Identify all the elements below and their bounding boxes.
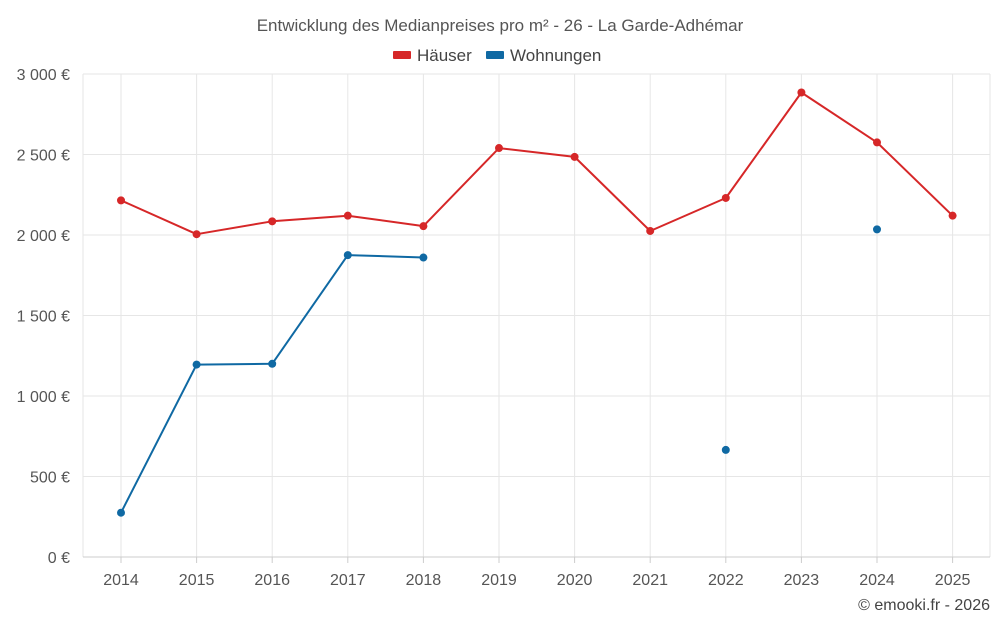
x-tick-label: 2022 xyxy=(708,572,744,589)
x-tick-label: 2023 xyxy=(784,572,820,589)
series-wohnungen xyxy=(117,225,881,517)
y-tick-label: 0 € xyxy=(48,550,70,567)
x-tick-label: 2014 xyxy=(103,572,139,589)
legend: Häuser Wohnungen xyxy=(393,46,601,65)
data-point-wohnungen[interactable] xyxy=(117,508,125,517)
data-point-wohnungen[interactable] xyxy=(343,251,352,260)
legend-label-haeuser: Häuser xyxy=(417,46,472,65)
data-point-haeuser[interactable] xyxy=(948,211,957,220)
x-tick-label: 2015 xyxy=(179,572,215,589)
legend-label-wohnungen: Wohnungen xyxy=(510,46,601,65)
chart-title: Entwicklung des Medianpreises pro m² - 2… xyxy=(257,16,744,35)
credit-text: © emooki.fr - 2026 xyxy=(858,597,990,614)
data-point-haeuser[interactable] xyxy=(873,138,881,147)
data-point-wohnungen[interactable] xyxy=(192,360,201,369)
legend-swatch-haeuser xyxy=(393,51,411,59)
x-axis-ticks: 2014 2015 2016 2017 2018 2019 2020 2021 2022 2023… xyxy=(103,557,970,589)
data-point-wohnungen[interactable] xyxy=(268,359,277,368)
series-line-haeuser xyxy=(120,91,954,236)
y-axis-ticks: 0 € 500 € 1 000 € 1 500 € 2 000 € 2 500 € 3 00… xyxy=(17,67,70,567)
legend-swatch-wohnungen xyxy=(486,51,504,59)
x-tick-label: 2017 xyxy=(330,572,366,589)
x-tick-label: 2016 xyxy=(254,572,290,589)
grid xyxy=(82,73,991,558)
data-point-haeuser[interactable] xyxy=(192,230,201,239)
data-point-haeuser[interactable] xyxy=(721,193,730,202)
y-tick-label: 500 € xyxy=(30,470,70,487)
x-tick-label: 2024 xyxy=(859,572,895,589)
x-tick-label: 2025 xyxy=(935,572,971,589)
y-tick-label: 3 000 € xyxy=(17,67,70,84)
x-tick-label: 2018 xyxy=(406,572,442,589)
data-point-haeuser[interactable] xyxy=(570,152,579,161)
data-point-haeuser[interactable] xyxy=(495,144,503,153)
y-tick-label: 2 500 € xyxy=(17,148,70,165)
data-point-haeuser[interactable] xyxy=(343,211,352,220)
series-haeuser xyxy=(117,88,957,239)
x-tick-label: 2019 xyxy=(481,572,517,589)
data-point-haeuser[interactable] xyxy=(268,217,277,226)
series-layer xyxy=(117,88,957,517)
legend-item-haeuser[interactable]: Häuser xyxy=(393,46,472,65)
data-point-haeuser[interactable] xyxy=(646,226,655,235)
data-point-haeuser[interactable] xyxy=(797,88,806,97)
x-tick-label: 2020 xyxy=(557,572,593,589)
data-point-wohnungen[interactable] xyxy=(419,253,428,262)
y-tick-label: 1 000 € xyxy=(17,389,70,406)
y-tick-label: 2 000 € xyxy=(17,228,70,245)
data-point-wohnungen[interactable] xyxy=(873,225,881,234)
legend-item-wohnungen[interactable]: Wohnungen xyxy=(486,46,601,65)
x-tick-label: 2021 xyxy=(632,572,668,589)
data-point-haeuser[interactable] xyxy=(419,222,428,231)
data-point-haeuser[interactable] xyxy=(117,196,125,205)
data-point-wohnungen[interactable] xyxy=(721,445,730,454)
y-tick-label: 1 500 € xyxy=(17,309,70,326)
